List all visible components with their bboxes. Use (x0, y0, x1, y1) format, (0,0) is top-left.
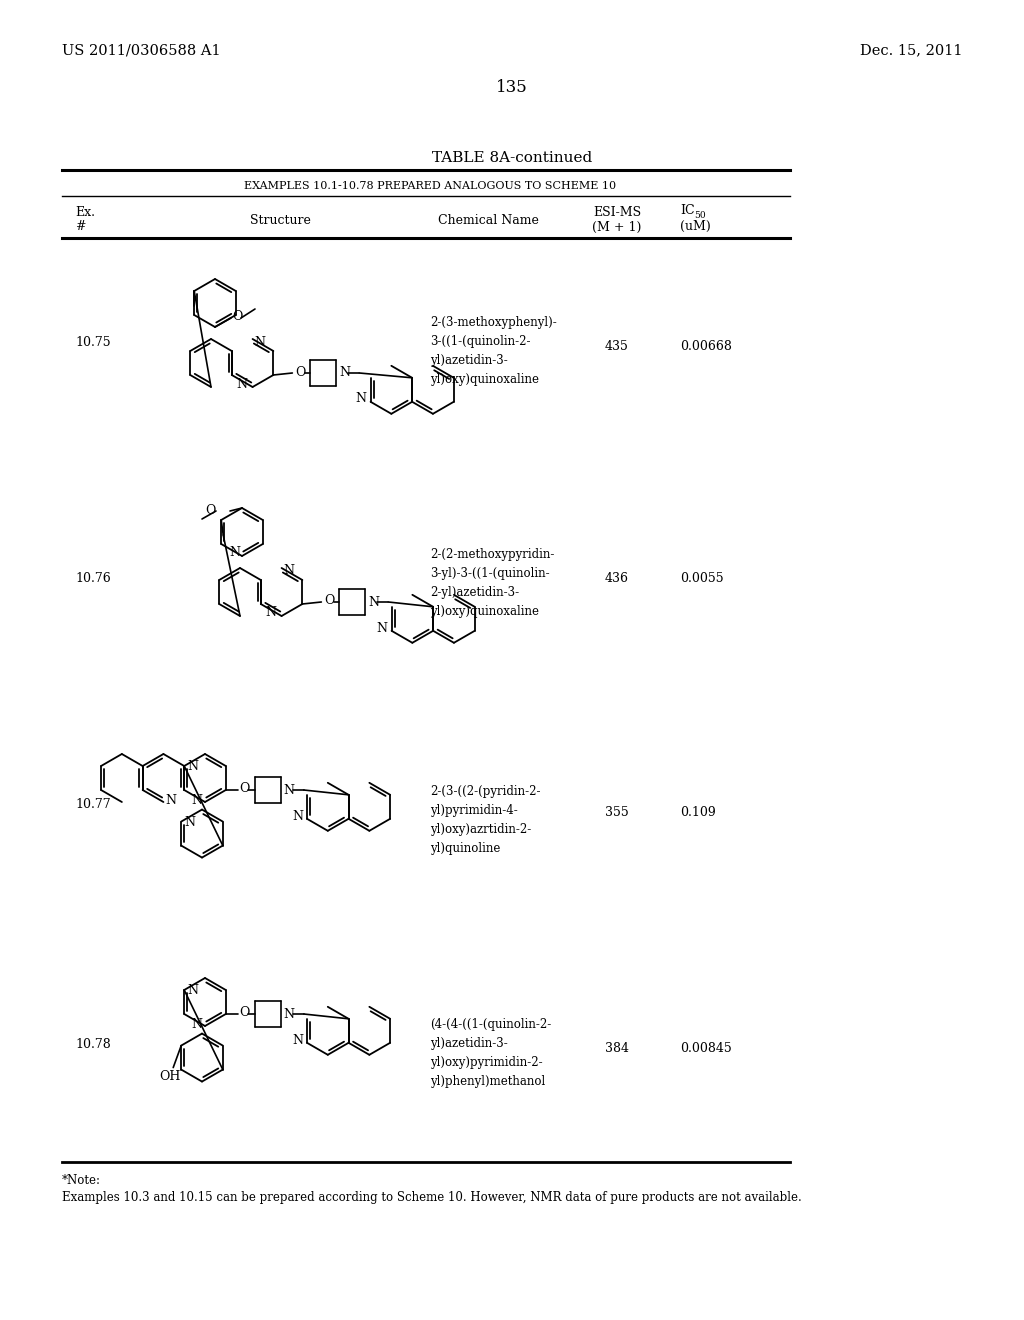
Text: 2-(2-methoxypyridin-
3-yl)-3-((1-(quinolin-
2-yl)azetidin-3-
yl)oxy)quinoxaline: 2-(2-methoxypyridin- 3-yl)-3-((1-(quinol… (430, 548, 554, 618)
Text: 355: 355 (605, 805, 629, 818)
Text: N: N (292, 809, 303, 822)
Text: 384: 384 (605, 1041, 629, 1055)
Text: Ex.: Ex. (75, 206, 95, 219)
Text: N: N (368, 595, 379, 609)
Text: IC: IC (680, 203, 694, 216)
Text: 0.00668: 0.00668 (680, 339, 732, 352)
Text: TABLE 8A-continued: TABLE 8A-continued (432, 150, 592, 165)
Text: EXAMPLES 10.1-10.78 PREPARED ANALOGOUS TO SCHEME 10: EXAMPLES 10.1-10.78 PREPARED ANALOGOUS T… (244, 181, 616, 191)
Text: 0.0055: 0.0055 (680, 572, 724, 585)
Text: N: N (229, 546, 240, 560)
Text: N: N (339, 367, 350, 380)
Text: N: N (283, 565, 294, 578)
Text: N: N (184, 816, 195, 829)
Text: O: O (206, 504, 216, 517)
Text: N: N (236, 378, 247, 391)
Text: O: O (239, 783, 250, 796)
Text: #: # (75, 220, 85, 234)
Text: 0.00845: 0.00845 (680, 1041, 732, 1055)
Text: N: N (254, 335, 265, 348)
Text: 436: 436 (605, 572, 629, 585)
Text: OH: OH (159, 1069, 180, 1082)
Text: 0.109: 0.109 (680, 805, 716, 818)
Text: O: O (239, 1006, 250, 1019)
Text: 50: 50 (694, 210, 706, 219)
Text: 435: 435 (605, 339, 629, 352)
Text: 135: 135 (496, 79, 528, 96)
Text: 10.75: 10.75 (75, 337, 111, 350)
Text: N: N (292, 1034, 303, 1047)
Text: 2-(3-methoxyphenyl)-
3-((1-(quinolin-2-
yl)azetidin-3-
yl)oxy)quinoxaline: 2-(3-methoxyphenyl)- 3-((1-(quinolin-2- … (430, 315, 557, 385)
Text: 10.78: 10.78 (75, 1039, 111, 1052)
Text: N: N (265, 606, 276, 619)
Text: US 2011/0306588 A1: US 2011/0306588 A1 (62, 44, 220, 57)
Text: (uM): (uM) (680, 219, 711, 232)
Text: Chemical Name: Chemical Name (437, 214, 539, 227)
Text: (M + 1): (M + 1) (592, 220, 642, 234)
Text: Examples 10.3 and 10.15 can be prepared according to Scheme 10. However, NMR dat: Examples 10.3 and 10.15 can be prepared … (62, 1192, 802, 1204)
Text: N: N (376, 622, 387, 635)
Text: N: N (283, 1007, 294, 1020)
Text: (4-(4-((1-(quinolin-2-
yl)azetidin-3-
yl)oxy)pyrimidin-2-
yl)phenyl)methanol: (4-(4-((1-(quinolin-2- yl)azetidin-3- yl… (430, 1018, 551, 1088)
Text: N: N (283, 784, 294, 796)
Text: ESI-MS: ESI-MS (593, 206, 641, 219)
Text: Dec. 15, 2011: Dec. 15, 2011 (859, 44, 962, 57)
Text: N: N (165, 793, 176, 807)
Text: N: N (187, 760, 198, 774)
Text: O: O (232, 310, 243, 323)
Text: N: N (191, 793, 202, 807)
Text: O: O (295, 366, 305, 379)
Text: 10.77: 10.77 (75, 799, 111, 812)
Text: Structure: Structure (250, 214, 310, 227)
Text: N: N (187, 985, 198, 998)
Text: N: N (355, 392, 366, 405)
Text: 2-(3-((2-(pyridin-2-
yl)pyrimidin-4-
yl)oxy)azrtidin-2-
yl)quinoline: 2-(3-((2-(pyridin-2- yl)pyrimidin-4- yl)… (430, 785, 541, 855)
Text: N: N (191, 1018, 202, 1031)
Text: 10.76: 10.76 (75, 572, 111, 585)
Text: *Note:: *Note: (62, 1173, 101, 1187)
Text: O: O (324, 594, 335, 607)
